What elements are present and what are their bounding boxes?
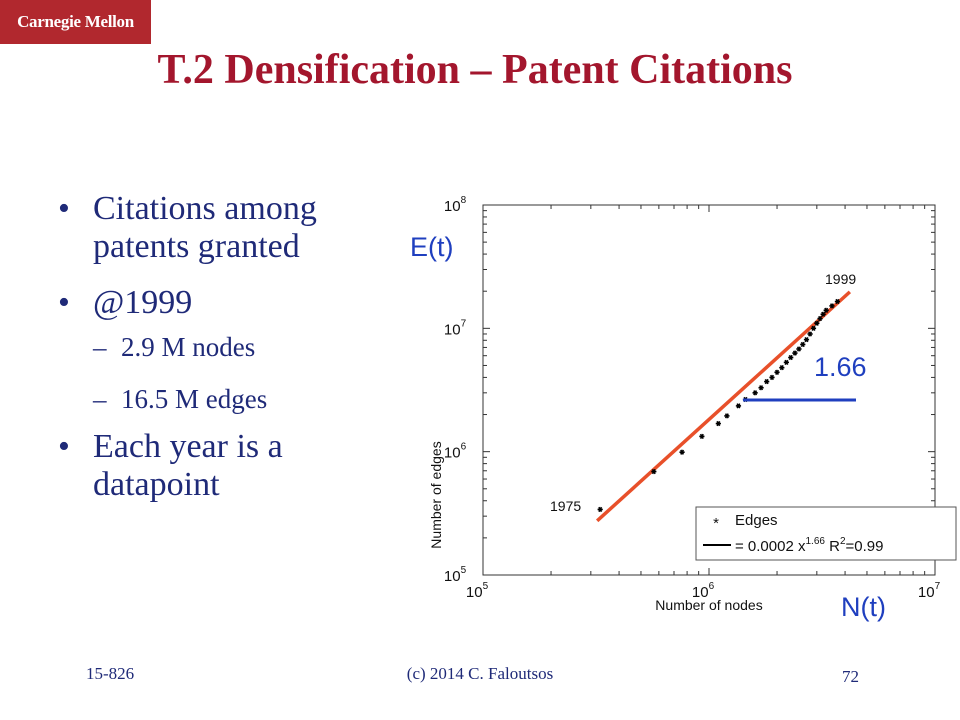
data-point <box>817 316 822 321</box>
legend-marker: * <box>713 515 719 532</box>
data-point <box>796 347 801 352</box>
last-year-label: 1999 <box>825 271 856 287</box>
bullet-list: Citations among patents granted @1999 2.… <box>58 190 388 522</box>
y-title-annotation: E(t) <box>410 232 454 262</box>
data-point <box>821 312 826 317</box>
data-point <box>788 355 793 360</box>
data-point <box>807 332 812 337</box>
data-point <box>811 326 816 331</box>
data-point <box>769 375 774 380</box>
bullet-datapoint: Each year is a datapoint <box>58 428 388 504</box>
data-point <box>779 365 784 370</box>
data-point <box>824 308 829 313</box>
x-tick-label: 105 <box>466 581 489 601</box>
data-point <box>736 404 741 409</box>
data-point <box>814 321 819 326</box>
data-point <box>724 414 729 419</box>
legend: * Edges = 0.0002 x1.66 R2=0.99 <box>696 507 956 560</box>
footer-page-number: 72 <box>842 667 859 687</box>
footer-copyright: (c) 2014 C. Faloutsos <box>380 664 580 684</box>
data-point <box>784 360 789 365</box>
data-point <box>598 507 603 512</box>
footer-course: 15-826 <box>86 664 134 684</box>
first-year-label: 1975 <box>550 498 581 514</box>
data-point <box>800 342 805 347</box>
y-tick-label: 105 <box>444 565 467 585</box>
sub-bullet-nodes: 2.9 M nodes <box>58 332 388 362</box>
legend-edges-label: Edges <box>735 512 778 529</box>
data-point <box>716 421 721 426</box>
data-point <box>699 434 704 439</box>
x-title-annotation: N(t) <box>841 592 886 622</box>
data-point <box>835 299 840 304</box>
data-point <box>764 379 769 384</box>
bullet-year: @1999 <box>58 284 388 322</box>
data-point <box>804 337 809 342</box>
bullet-citations: Citations among patents granted <box>58 190 388 266</box>
data-point <box>774 370 779 375</box>
data-point <box>758 385 763 390</box>
densification-chart: 105 106 107 105 106 107 108 Number of nodes Nu… <box>400 170 960 650</box>
sub-bullet-edges: 16.5 M edges <box>58 384 388 414</box>
fit-line <box>597 292 850 521</box>
data-point <box>792 351 797 356</box>
slope-annotation: 1.66 <box>814 352 867 382</box>
data-point <box>651 469 656 474</box>
data-point <box>753 391 758 396</box>
y-axis-label: Number of edges <box>428 441 444 548</box>
y-tick-label: 108 <box>444 195 467 215</box>
data-point <box>679 450 684 455</box>
y-tick-label: 106 <box>444 442 467 462</box>
cmu-logo: Carnegie Mellon <box>0 0 151 44</box>
slide-title: T.2 Densification – Patent Citations <box>150 44 800 96</box>
x-tick-label: 107 <box>918 581 941 601</box>
data-point <box>829 304 834 309</box>
x-axis-label: Number of nodes <box>655 597 762 613</box>
y-tick-label: 107 <box>444 318 467 338</box>
